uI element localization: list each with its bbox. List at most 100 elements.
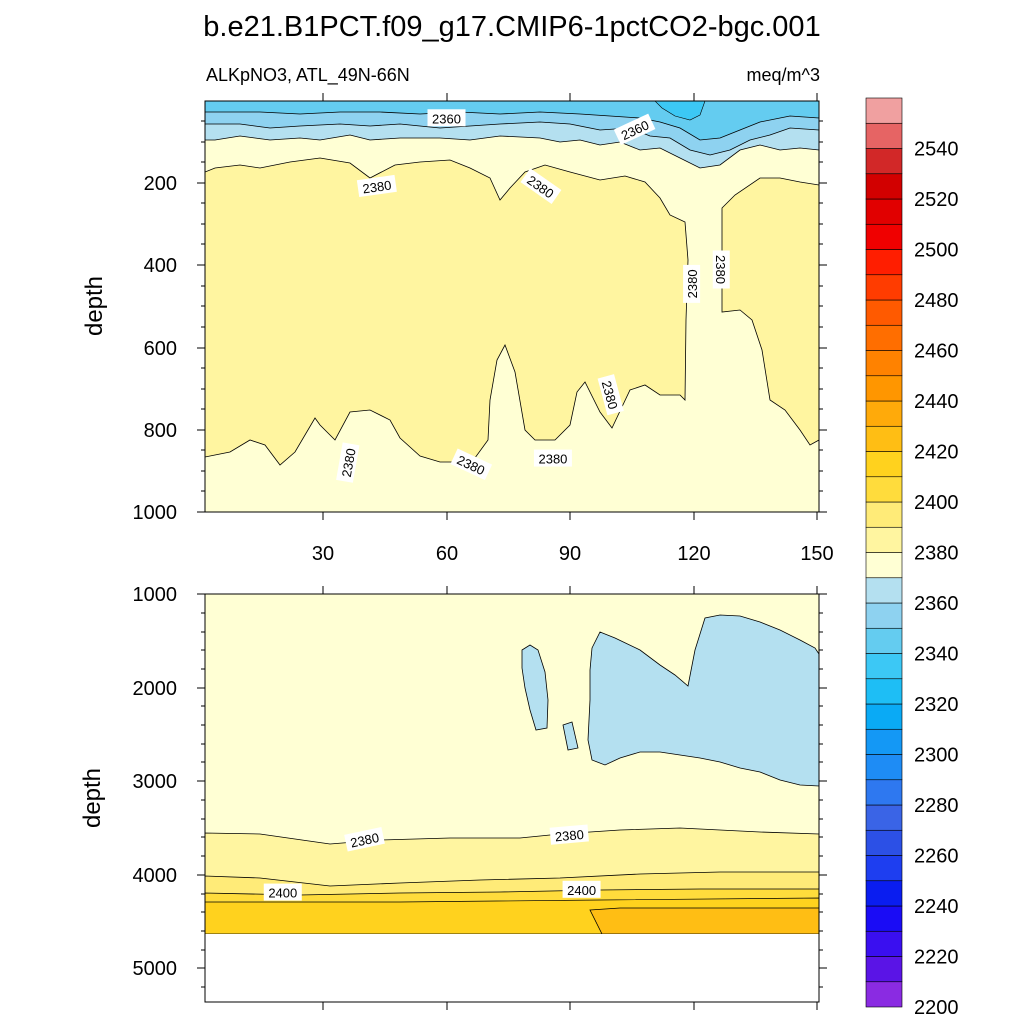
colorbar-box <box>865 981 903 1008</box>
bottom-y-tick-label: 2000 <box>133 678 178 700</box>
contour-label-bg <box>263 883 302 901</box>
top-fill-2380-2390 <box>205 157 689 466</box>
contour-label-text: 2380 <box>554 827 584 844</box>
contour-label-bg <box>549 824 589 845</box>
bottom-fill-2420-2430-east <box>589 907 819 935</box>
colorbar-box <box>865 526 903 553</box>
colorbar-box <box>865 223 903 250</box>
colorbar-box <box>865 703 903 730</box>
bottom-contour-labels: 2380 2380 2400 2400 <box>263 824 601 901</box>
bottom-y-tick-label: 1000 <box>133 584 178 606</box>
bottom-y-tick-label: 3000 <box>133 771 178 793</box>
contour-label-text: 2360 <box>432 111 461 126</box>
top-x-tick-label: 60 <box>436 543 458 565</box>
bottom-fill-2360-2370-large <box>587 614 819 787</box>
colorbar-box <box>865 148 903 175</box>
colorbar-tick-label: 2300 <box>914 745 959 767</box>
colorbar: 2200 2220 2240 2260 2280 2300 2320 2340 2360 2380… <box>865 97 959 1019</box>
bottom-x-ticks <box>322 586 818 1010</box>
colorbar-tick-label: 2520 <box>914 189 959 211</box>
bottom-fill-2360-2370-blob <box>562 721 579 751</box>
colorbar-box <box>865 552 903 579</box>
contour-label-bg <box>613 113 656 146</box>
colorbar-box <box>865 855 903 882</box>
colorbar-box <box>865 425 903 452</box>
colorbar-box <box>865 653 903 680</box>
colorbar-box <box>865 804 903 831</box>
contour-label: 2360 <box>427 109 466 127</box>
colorbar-tick-label: 2340 <box>914 644 959 666</box>
colorbar-box <box>865 350 903 377</box>
top-panel: ALKpNO3, ATL_49N-66N meq/m^3 <box>81 65 834 565</box>
colorbar-tick-label: 2260 <box>914 846 959 868</box>
top-x-tick-label: 30 <box>312 543 334 565</box>
top-y-axis-label: depth <box>81 276 108 336</box>
bottom-y-axis-label: depth <box>79 768 106 828</box>
top-y-ticks <box>197 120 827 513</box>
contour-label: 2380 <box>683 264 701 303</box>
top-contour-field <box>205 101 819 512</box>
bottom-y-ticks <box>197 593 827 988</box>
contour-label-bg <box>427 109 466 127</box>
contour-label: 2380 <box>597 374 624 416</box>
bottom-no-data <box>205 934 819 1002</box>
contour-label-text: 2380 <box>685 269 700 298</box>
colorbar-box <box>865 930 903 957</box>
contour-label-bg <box>683 264 701 303</box>
contour-label-bg <box>597 374 624 416</box>
colorbar-tick-label: 2440 <box>914 391 959 413</box>
top-y-tick-label: 200 <box>144 173 177 195</box>
colorbar-box <box>865 728 903 755</box>
top-y-tick-label: 800 <box>144 420 177 442</box>
colorbar-box <box>865 779 903 806</box>
top-fill-2380-2390-east <box>721 177 819 446</box>
top-fill-2330-2340 <box>654 101 706 121</box>
colorbar-box <box>865 97 903 124</box>
contour-label-text: 2400 <box>268 886 297 901</box>
colorbar-box <box>865 678 903 705</box>
colorbar-tick-label: 2380 <box>914 543 959 565</box>
colorbar-tick-label: 2200 <box>914 997 959 1019</box>
colorbar-box <box>865 577 903 604</box>
contour-label-bg <box>450 448 493 481</box>
contour-label: 2380 <box>336 442 360 483</box>
contour-label-bg <box>712 250 730 289</box>
colorbar-box <box>865 299 903 326</box>
colorbar-box <box>865 956 903 983</box>
contour-label-bg <box>533 449 572 467</box>
contour-label-text: 2380 <box>599 379 621 411</box>
contour-label: 2380 <box>712 250 730 289</box>
contour-label-text: 2380 <box>713 255 728 284</box>
contour-label-text: 2400 <box>567 883 596 898</box>
colorbar-tick-label: 2480 <box>914 290 959 312</box>
colorbar-tick-label: 2240 <box>914 896 959 918</box>
bottom-fill-2360-2370-small <box>521 644 549 731</box>
colorbar-tick-label: 2220 <box>914 947 959 969</box>
colorbar-box <box>865 602 903 629</box>
top-x-ticks <box>322 93 818 520</box>
contour-label-bg <box>356 174 397 198</box>
contour-label-text: 2380 <box>349 830 380 851</box>
colorbar-box <box>865 274 903 301</box>
top-x-tick-label: 90 <box>559 543 581 565</box>
top-y-tick-label: 400 <box>144 255 177 277</box>
contour-label-bg <box>344 826 385 852</box>
bottom-frame <box>204 593 820 1003</box>
bottom-contour-field <box>205 594 819 1002</box>
colorbar-tick-label: 2360 <box>914 593 959 615</box>
contour-label-text: 2380 <box>362 178 393 197</box>
contour-label: 2380 <box>533 449 572 467</box>
colorbar-box <box>865 829 903 856</box>
colorbar-tick-label: 2400 <box>914 492 959 514</box>
colorbar-box <box>865 451 903 478</box>
colorbar-boxes <box>865 97 903 1008</box>
colorbar-box <box>865 173 903 200</box>
contour-label-text: 2380 <box>538 452 567 467</box>
colorbar-tick-label: 2320 <box>914 694 959 716</box>
colorbar-box <box>865 501 903 528</box>
colorbar-box <box>865 627 903 654</box>
bottom-panel: 1000 2000 3000 4000 5000 depth 2380 23802… <box>79 584 827 1010</box>
contour-label-bg <box>562 880 601 898</box>
contour-label-bg <box>520 168 562 204</box>
colorbar-box <box>865 754 903 781</box>
